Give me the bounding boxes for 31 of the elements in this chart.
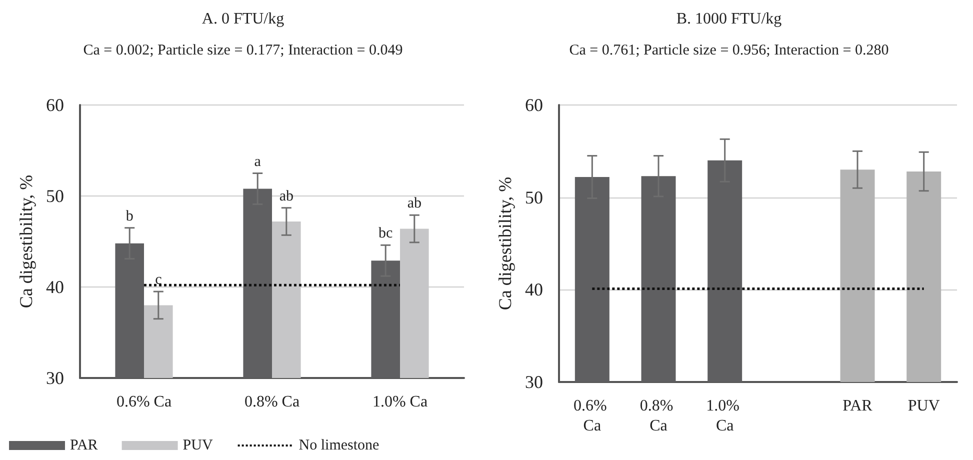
- y-tick-label: 50: [525, 187, 543, 208]
- chart-subtitle: Ca = 0.761; Particle size = 0.956; Interaction = 0.280: [569, 42, 889, 58]
- legend-label: PAR: [70, 438, 98, 454]
- chart-title: B. 1000 FTU/kg: [676, 10, 782, 28]
- data-label: c: [155, 272, 162, 288]
- x-tick-label: PAR: [842, 398, 873, 414]
- chart-subtitle: Ca = 0.002; Particle size = 0.177; Interaction = 0.049: [83, 42, 403, 58]
- data-label: a: [254, 154, 262, 170]
- x-tick-label: PUV: [908, 398, 940, 414]
- y-axis-title: Ca digestibility, %: [16, 174, 36, 308]
- y-tick-label: 60: [46, 95, 64, 115]
- x-tick-label: 0.6% Ca: [116, 394, 172, 410]
- y-tick-label: 40: [525, 280, 543, 300]
- legend-label: PUV: [182, 438, 213, 454]
- y-tick-label: 40: [46, 277, 64, 297]
- y-tick-label: 30: [525, 372, 543, 392]
- data-label: ab: [407, 196, 422, 212]
- x-tick-label: 1.0% Ca: [372, 394, 428, 410]
- chart-title: A. 0 FTU/kg: [202, 10, 284, 28]
- y-axis-title: Ca digestibility, %: [495, 176, 516, 310]
- y-tick-label: 30: [46, 368, 64, 388]
- x-tick-label: 0.6% Ca: [574, 398, 611, 434]
- x-tick-label: 1.0% Ca: [706, 398, 744, 434]
- legend-label: No limestone: [298, 438, 380, 454]
- y-tick-label: 60: [525, 95, 543, 115]
- data-label: ab: [279, 188, 294, 204]
- x-tick-label: 0.8% Ca: [244, 394, 300, 410]
- data-label: b: [126, 208, 134, 224]
- data-label: bc: [378, 226, 394, 242]
- y-tick-label: 50: [46, 186, 64, 206]
- x-tick-label: 0.8% Ca: [640, 398, 678, 434]
